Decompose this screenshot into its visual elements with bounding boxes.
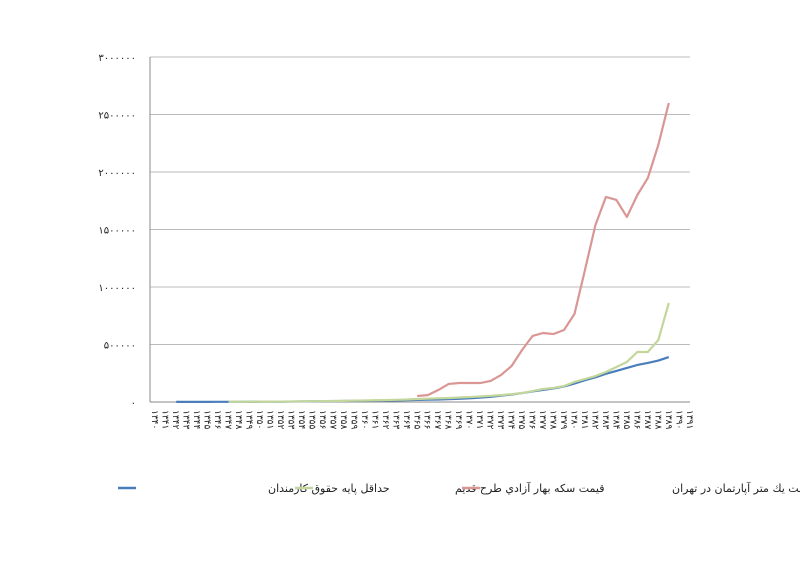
x-tick-label: ۱۳۷۸ bbox=[548, 410, 558, 430]
x-tick-label: ۱۳۵۹ bbox=[348, 410, 358, 430]
x-tick-label: ۱۳۴۹ bbox=[244, 410, 254, 430]
x-tick-label: ۱۳۶۷ bbox=[432, 410, 442, 430]
x-tick-label: ۱۳۶۵ bbox=[411, 410, 421, 430]
x-tick-label: ۱۳۸۸ bbox=[652, 410, 662, 430]
x-tick-label: ۱۳۶۰ bbox=[359, 410, 369, 429]
x-tick-label: ۱۳۶۳ bbox=[390, 410, 400, 430]
x-tick-label: ۱۳۵۵ bbox=[306, 410, 316, 430]
legend-label: حداقل پايه حقوق كارمندان bbox=[268, 482, 390, 495]
x-tick-label: ۱۳۸۳ bbox=[600, 410, 610, 430]
x-tick-label: ۱۳۶۴ bbox=[401, 410, 411, 430]
y-tick-label: ۱۰۰۰۰۰۰ bbox=[98, 283, 136, 294]
x-tick-label: ۱۳۷۷ bbox=[537, 410, 547, 430]
x-tick-label: ۱۳۸۵ bbox=[621, 410, 631, 430]
y-tick-label: ۵۰۰۰۰۰ bbox=[104, 341, 136, 352]
x-tick-label: ۱۳۷۵ bbox=[516, 410, 526, 430]
x-tick-label: ۱۳۷۹ bbox=[558, 410, 568, 430]
x-tick-label: ۱۳۶۲ bbox=[380, 410, 390, 430]
x-tick-label: ۱۳۸۷ bbox=[642, 410, 652, 430]
x-tick-label: ۱۳۸۹ bbox=[663, 410, 673, 430]
y-tick-label: ۲۵۰۰۰۰۰ bbox=[98, 111, 136, 122]
x-tick-label: ۱۳۷۶ bbox=[527, 410, 537, 430]
x-tick-label: ۱۳۴۲ bbox=[170, 410, 180, 430]
x-tick-label: ۱۳۵۴ bbox=[296, 410, 306, 430]
x-tick-label: ۱۳۶۸ bbox=[443, 410, 453, 430]
x-tick-label: ۱۳۸۱ bbox=[579, 410, 589, 429]
x-tick-label: ۱۳۶۱ bbox=[369, 410, 379, 429]
legend-label: متوسط قيمت يك متر آپارتمان در تهران bbox=[672, 481, 800, 495]
y-tick-label: ۳۰۰۰۰۰۰ bbox=[98, 53, 136, 64]
series-line bbox=[417, 102, 670, 398]
x-tick-label: ۱۳۸۶ bbox=[631, 410, 641, 430]
x-tick-label: ۱۳۴۵ bbox=[202, 410, 212, 430]
x-tick-label: ۱۳۴۴ bbox=[191, 410, 201, 430]
x-tick-label: ۱۳۷۱ bbox=[474, 410, 484, 429]
x-tick-label: ۱۳۴۸ bbox=[233, 410, 243, 430]
x-tick-label: ۱۳۵۶ bbox=[317, 410, 327, 430]
x-tick-label: ۱۳۵۲ bbox=[275, 410, 285, 430]
x-tick-label: ۱۳۶۹ bbox=[453, 410, 463, 430]
x-tick-label: ۱۳۵۸ bbox=[338, 410, 348, 430]
x-tick-label: ۱۳۸۴ bbox=[610, 410, 620, 430]
x-tick-label: ۱۳۷۳ bbox=[495, 410, 505, 430]
x-tick-label: ۱۳۹۱ bbox=[684, 410, 694, 429]
x-tick-label: ۱۳۴۱ bbox=[160, 410, 170, 429]
x-tick-label: ۱۳۵۳ bbox=[285, 410, 295, 430]
x-tick-label: ۱۳۵۰ bbox=[254, 410, 264, 429]
legend-label: قيمت سكه بهار آزادي طرح قديم bbox=[455, 481, 604, 495]
y-tick-label: ۲۰۰۰۰۰۰ bbox=[98, 168, 136, 179]
x-tick-label: ۱۳۶۶ bbox=[422, 410, 432, 430]
x-tick-label: ۱۳۵۷ bbox=[327, 410, 337, 430]
x-tick-label: ۱۳۴۰ bbox=[149, 410, 159, 429]
x-tick-label: ۱۳۹۰ bbox=[673, 410, 683, 429]
x-tick-label: ۱۳۷۲ bbox=[485, 410, 495, 430]
x-tick-label: ۱۳۵۱ bbox=[265, 410, 275, 429]
x-tick-label: ۱۳۷۴ bbox=[506, 410, 516, 430]
series-line bbox=[228, 302, 670, 403]
y-tick-label: ۰ bbox=[131, 398, 136, 409]
x-tick-label: ۱۳۸۲ bbox=[589, 410, 599, 430]
y-tick-label: ۱۵۰۰۰۰۰ bbox=[98, 226, 136, 237]
x-tick-label: ۱۳۴۳ bbox=[181, 410, 191, 430]
x-tick-label: ۱۳۴۶ bbox=[212, 410, 222, 430]
x-tick-label: ۱۳۸۰ bbox=[568, 410, 578, 429]
x-tick-label: ۱۳۷۰ bbox=[464, 410, 474, 429]
x-tick-label: ۱۳۴۷ bbox=[223, 410, 233, 430]
